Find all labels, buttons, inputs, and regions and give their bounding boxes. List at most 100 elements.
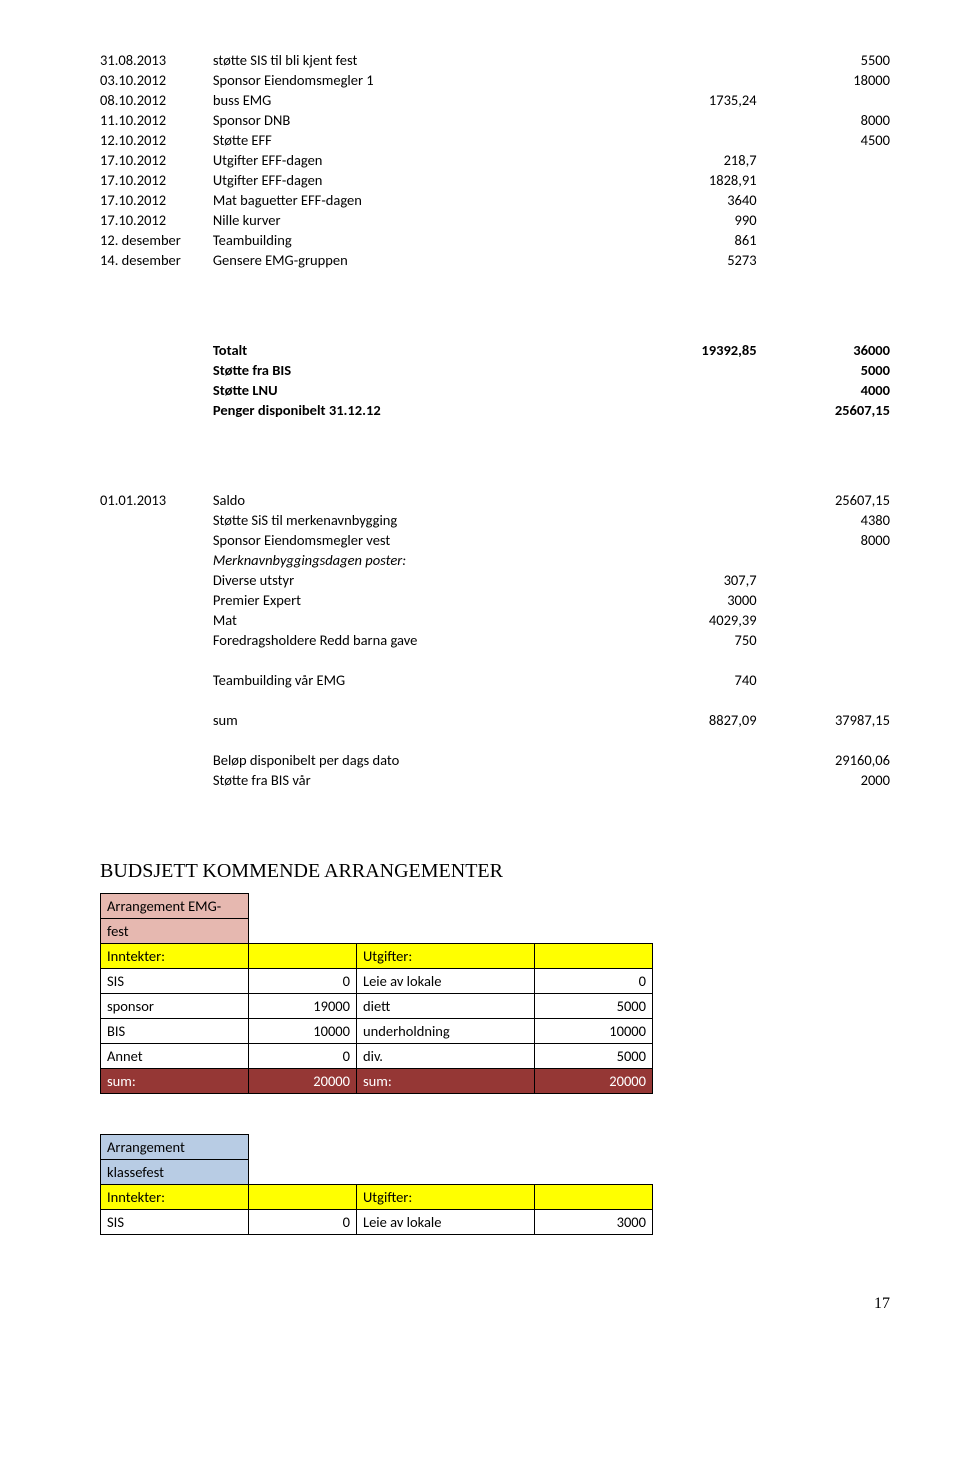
- transactions-table: 31.08.2013støtte SIS til bli kjent fest5…: [100, 50, 890, 270]
- table-row: 01.01.2013Saldo25607,15: [100, 490, 890, 510]
- sum-table: sum8827,0937987,15: [100, 710, 890, 730]
- value-cell: 5000: [757, 360, 890, 380]
- table-row: 17.10.2012Utgifter EFF-dagen1828,91: [100, 170, 890, 190]
- date-cell: [100, 400, 213, 420]
- table-row: 03.10.2012Sponsor Eiendomsmegler 118000: [100, 70, 890, 90]
- date-cell: [100, 570, 213, 590]
- income-value: 0: [249, 1044, 357, 1069]
- utgifter-header: Utgifter:: [357, 944, 535, 969]
- expense-label: div.: [357, 1044, 535, 1069]
- value-cell: [757, 210, 890, 230]
- date-cell: [100, 630, 213, 650]
- value-cell: [757, 190, 890, 210]
- desc-cell: Sponsor Eiendomsmegler vest: [213, 530, 593, 550]
- value-cell: 1735,24: [592, 90, 756, 110]
- table-row: 17.10.2012Nille kurver990: [100, 210, 890, 230]
- table-row: BIS10000underholdning10000: [101, 1019, 653, 1044]
- value-cell: [757, 550, 890, 570]
- value-cell: [592, 550, 756, 570]
- date-cell: [100, 510, 213, 530]
- value-cell: 218,7: [592, 150, 756, 170]
- expense-value: 5000: [535, 994, 653, 1019]
- date-cell: [100, 550, 213, 570]
- income-value: 19000: [249, 994, 357, 1019]
- value-cell: 8000: [757, 530, 890, 550]
- table-row: Totalt19392,8536000: [100, 340, 890, 360]
- expense-label: Leie av lokale: [357, 969, 535, 994]
- value-cell: 36000: [757, 340, 890, 360]
- value-cell: [757, 630, 890, 650]
- table-row: SIS0Leie av lokale3000: [101, 1210, 653, 1235]
- income-value: 0: [249, 969, 357, 994]
- expense-label: underholdning: [357, 1019, 535, 1044]
- desc-cell: Penger disponibelt 31.12.12: [213, 400, 593, 420]
- income-label: sponsor: [101, 994, 249, 1019]
- expense-label: Leie av lokale: [357, 1210, 535, 1235]
- expense-value: 5000: [535, 1044, 653, 1069]
- table-row: Mat4029,39: [100, 610, 890, 630]
- date-cell: 08.10.2012: [100, 90, 213, 110]
- expense-label: diett: [357, 994, 535, 1019]
- date-cell: 17.10.2012: [100, 210, 213, 230]
- inntekter-header: Inntekter:: [101, 1185, 249, 1210]
- date-cell: 31.08.2013: [100, 50, 213, 70]
- table-row: sponsor19000diett5000: [101, 994, 653, 1019]
- desc-cell: Beløp disponibelt per dags dato: [213, 750, 593, 770]
- desc-cell: Mat: [213, 610, 593, 630]
- value-cell: [757, 90, 890, 110]
- table-row: Teambuilding vår EMG740: [100, 670, 890, 690]
- value-cell: [592, 770, 756, 790]
- value-cell: 740: [592, 670, 756, 690]
- value-cell: 4500: [757, 130, 890, 150]
- table-row: Støtte fra BIS vår 2000: [100, 770, 890, 790]
- desc-cell: Merknavnbyggingsdagen poster:: [213, 550, 593, 570]
- value-cell: 37987,15: [757, 710, 890, 730]
- date-cell: 01.01.2013: [100, 490, 213, 510]
- value-cell: 2000: [757, 770, 890, 790]
- income-label: Annet: [101, 1044, 249, 1069]
- sum-label: sum:: [101, 1069, 249, 1094]
- expense-value: 3000: [535, 1210, 653, 1235]
- date-cell: 12. desember: [100, 230, 213, 250]
- value-cell: 8827,09: [592, 710, 756, 730]
- desc-cell: Gensere EMG-gruppen: [213, 250, 593, 270]
- desc-cell: Sponsor Eiendomsmegler 1: [213, 70, 593, 90]
- value-cell: 25607,15: [757, 400, 890, 420]
- table-row: Foredragsholdere Redd barna gave750: [100, 630, 890, 650]
- table-row: Annet0div.5000: [101, 1044, 653, 1069]
- date-cell: 11.10.2012: [100, 110, 213, 130]
- date-cell: 14. desember: [100, 250, 213, 270]
- budget-table-emg-fest: Arrangement EMG- fest Inntekter: Utgifte…: [100, 893, 653, 1094]
- date-cell: [100, 530, 213, 550]
- date-cell: 17.10.2012: [100, 170, 213, 190]
- table-row: sum8827,0937987,15: [100, 710, 890, 730]
- value-cell: 8000: [757, 110, 890, 130]
- value-cell: 5273: [592, 250, 756, 270]
- desc-cell: Støtte fra BIS vår: [213, 770, 593, 790]
- desc-cell: Teambuilding vår EMG: [213, 670, 593, 690]
- expense-value: 0: [535, 969, 653, 994]
- utgifter-header: Utgifter:: [357, 1185, 535, 1210]
- disponibelt-table: Beløp disponibelt per dags dato29160,06S…: [100, 750, 890, 790]
- income-value: 0: [249, 1210, 357, 1235]
- table-row: 11.10.2012Sponsor DNB8000: [100, 110, 890, 130]
- table-row: Penger disponibelt 31.12.12 25607,15: [100, 400, 890, 420]
- desc-cell: Utgifter EFF-dagen: [213, 150, 593, 170]
- date-cell: [100, 610, 213, 630]
- date-cell: [100, 770, 213, 790]
- date-cell: 03.10.2012: [100, 70, 213, 90]
- value-cell: [592, 130, 756, 150]
- value-cell: 3000: [592, 590, 756, 610]
- value-cell: 19392,85: [592, 340, 756, 360]
- desc-cell: Støtte EFF: [213, 130, 593, 150]
- value-cell: 861: [592, 230, 756, 250]
- value-cell: 29160,06: [757, 750, 890, 770]
- value-cell: [592, 530, 756, 550]
- value-cell: [757, 250, 890, 270]
- table-row: 14. desemberGensere EMG-gruppen5273: [100, 250, 890, 270]
- table-row: 12.10.2012Støtte EFF4500: [100, 130, 890, 150]
- income-value: 10000: [249, 1019, 357, 1044]
- table-row: Merknavnbyggingsdagen poster:: [100, 550, 890, 570]
- value-cell: 307,7: [592, 570, 756, 590]
- date-cell: [100, 380, 213, 400]
